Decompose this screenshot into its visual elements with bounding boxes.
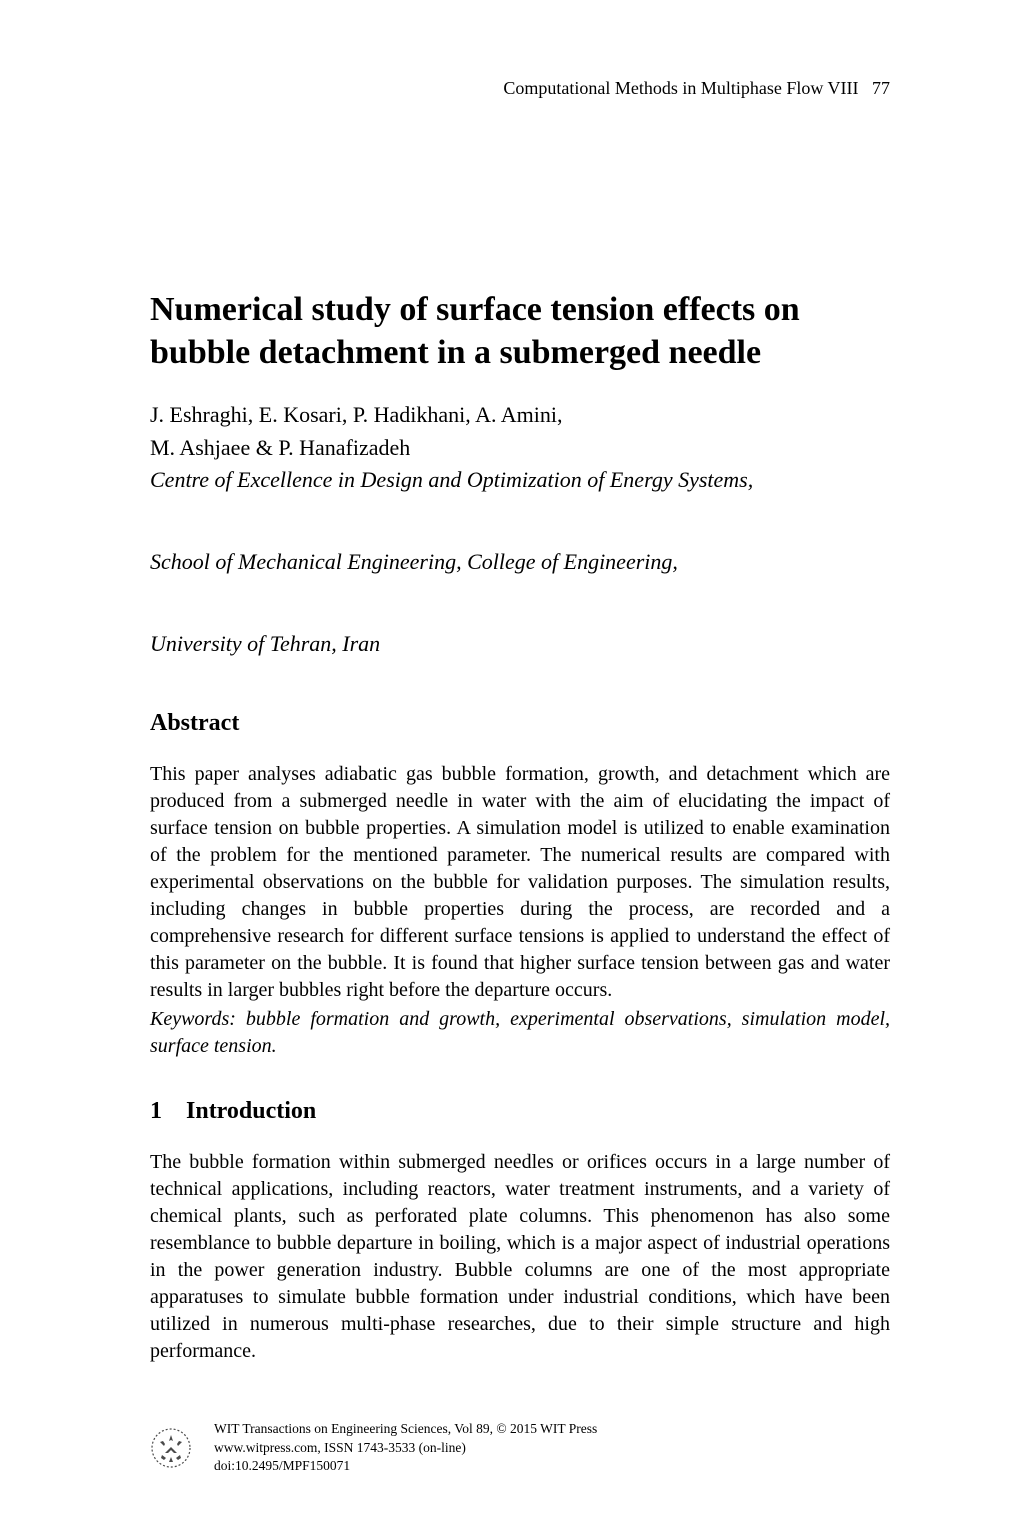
abstract-keywords: Keywords: bubble formation and growth, e… xyxy=(150,1006,890,1060)
paper-title: Numerical study of surface tension effec… xyxy=(150,289,890,374)
authors-line-2: M. Ashjaee & P. Hanafizadeh xyxy=(150,433,890,463)
footer-line-1: WIT Transactions on Engineering Sciences… xyxy=(214,1420,597,1438)
footer-text-block: WIT Transactions on Engineering Sciences… xyxy=(214,1420,597,1475)
authors-line-1: J. Eshraghi, E. Kosari, P. Hadikhani, A.… xyxy=(150,400,890,430)
abstract-heading: Abstract xyxy=(150,710,890,737)
running-header-text: Computational Methods in Multiphase Flow… xyxy=(503,78,858,98)
abstract-body: This paper analyses adiabatic gas bubble… xyxy=(150,761,890,1004)
footer-line-3: doi:10.2495/MPF150071 xyxy=(214,1457,597,1475)
section-1-number: 1 xyxy=(150,1098,186,1125)
wit-press-logo-icon xyxy=(150,1427,192,1469)
affiliation-line-3: University of Tehran, Iran xyxy=(150,629,890,659)
section-1-title: Introduction xyxy=(186,1098,316,1124)
footer: WIT Transactions on Engineering Sciences… xyxy=(150,1420,597,1475)
affiliation-line-2: School of Mechanical Engineering, Colleg… xyxy=(150,547,890,577)
page-container: Computational Methods in Multiphase Flow… xyxy=(0,0,1020,1529)
section-1-body: The bubble formation within submerged ne… xyxy=(150,1149,890,1365)
affiliation-line-1: Centre of Excellence in Design and Optim… xyxy=(150,465,890,495)
page-number: 77 xyxy=(872,78,890,98)
footer-line-2: www.witpress.com, ISSN 1743-3533 (on-lin… xyxy=(214,1439,597,1457)
running-header: Computational Methods in Multiphase Flow… xyxy=(150,78,890,99)
section-1-heading: 1Introduction xyxy=(150,1098,890,1125)
